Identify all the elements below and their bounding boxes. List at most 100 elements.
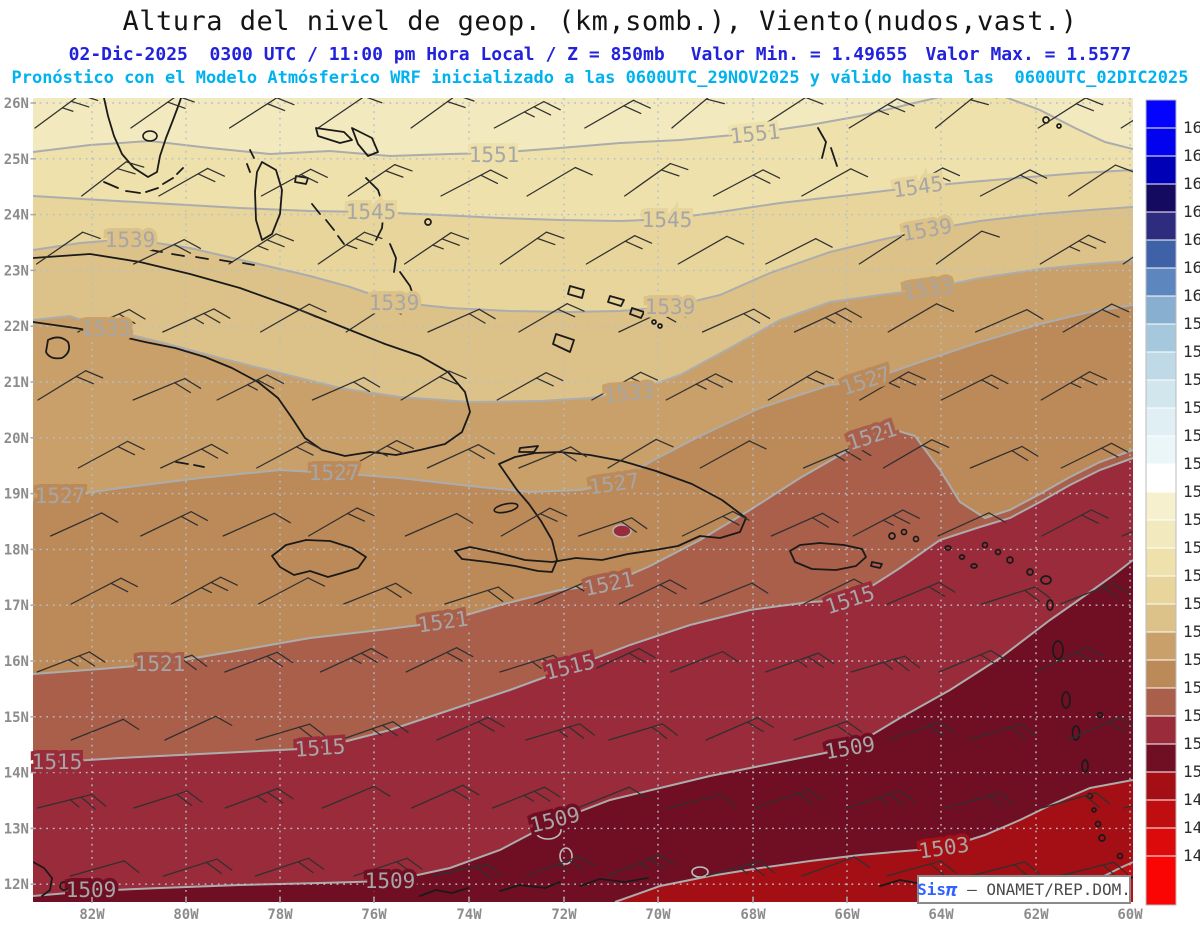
wind-barb (1035, 646, 1104, 673)
wind-barb (34, 98, 99, 129)
sispi-logo-text: Sis (917, 880, 947, 899)
colorbar-cell (1145, 715, 1177, 745)
wind-barb (882, 439, 950, 469)
wind-barb (801, 168, 869, 197)
wind-barb (140, 511, 208, 537)
wind-barb (618, 579, 687, 605)
lat-label-23N: 23N (4, 263, 29, 279)
wind-barb (940, 374, 1009, 401)
wind-barb (754, 788, 824, 809)
colorbar-value-1599: 1599 (1183, 314, 1200, 333)
colorbar-value-1545: 1545 (1183, 566, 1200, 585)
contour-line-1539 (33, 206, 1133, 314)
wind-barb (81, 161, 145, 197)
lat-label-20N: 20N (4, 431, 29, 447)
island (1046, 599, 1054, 611)
contour-label-1551: 1551 (469, 143, 520, 167)
wind-barb (319, 647, 388, 673)
wind-barb (432, 863, 502, 880)
wind-barb (533, 581, 603, 605)
colorbar-value-1593: 1593 (1183, 342, 1200, 361)
contour-line-1521 (33, 428, 1133, 675)
island (651, 319, 657, 325)
wind-barb (339, 721, 409, 741)
wind-barb (852, 509, 920, 537)
island (1026, 568, 1034, 576)
lon-label-72W: 72W (551, 907, 577, 923)
colorbar-cell (1145, 127, 1177, 157)
band-1533 (33, 207, 1133, 402)
wind-barb (608, 723, 678, 741)
closed-contour-ring (559, 847, 573, 865)
wind-barb (584, 99, 651, 129)
wind-barb (164, 715, 233, 741)
island (944, 545, 952, 551)
wind-barb (37, 370, 104, 401)
wind-barb (499, 654, 569, 673)
wind-barb (259, 303, 327, 333)
wind-barb (257, 577, 326, 605)
colorbar-cell (1145, 575, 1177, 605)
colorbar-cell (1145, 295, 1177, 325)
wind-barb (133, 239, 201, 265)
coastline (399, 271, 415, 299)
coastline (351, 127, 379, 157)
value-min: Valor Min. = 1.49655 (690, 44, 908, 65)
wind-barb (886, 860, 956, 877)
contour-label-1509: 1509 (365, 869, 416, 893)
lat-label-24N: 24N (4, 208, 29, 224)
lat-label-14N: 14N (4, 766, 29, 782)
lat-label-22N: 22N (4, 319, 29, 335)
lat-label-18N: 18N (4, 542, 29, 558)
wind-barb (606, 854, 676, 877)
colorbar-value-1587: 1587 (1183, 370, 1200, 389)
wind-barb (49, 512, 119, 537)
colorbar-value-1539: 1539 (1183, 594, 1200, 613)
coastline (33, 861, 53, 897)
wind-barb (77, 440, 145, 469)
colorbar-cell (1145, 323, 1177, 353)
wind-barb (130, 98, 195, 129)
colorbar-value-1533: 1533 (1183, 622, 1200, 641)
colorbar-value-1485: 1485 (1183, 846, 1200, 865)
colorbar-value-1521: 1521 (1183, 678, 1200, 697)
contour-label-1521: 1521 (416, 607, 469, 638)
lon-label-80W: 80W (173, 907, 199, 923)
lat-label-15N: 15N (4, 710, 29, 726)
coastline (254, 161, 283, 241)
wind-barb (224, 787, 294, 809)
wind-barb (1040, 371, 1108, 401)
wind-barb (518, 446, 587, 469)
colorbar-value-1557: 1557 (1183, 510, 1200, 529)
wind-barb (403, 232, 469, 265)
wind-barb (793, 307, 863, 333)
wind-barb (317, 231, 383, 265)
colorbar-value-1617: 1617 (1183, 230, 1200, 249)
colorbar-cell (1145, 743, 1177, 773)
wind-barb (1060, 582, 1130, 605)
contour-label-1515: 1515 (294, 734, 346, 761)
wind-barb (345, 300, 411, 333)
wind-barb (256, 441, 324, 469)
wind-barb (491, 786, 561, 809)
wind-barb (343, 582, 412, 605)
coastline (149, 249, 255, 266)
wind-barb (969, 445, 1039, 469)
colorbar-cell (1145, 519, 1177, 549)
contour-label-1539: 1539 (369, 291, 420, 315)
colorbar-value-1623: 1623 (1183, 202, 1200, 221)
wind-barb (1037, 98, 1104, 129)
wind-barb (944, 792, 1015, 809)
wind-barb (410, 784, 480, 809)
colorbar-value-1497: 1497 (1183, 790, 1200, 809)
colorbar-value-1491: 1491 (1183, 818, 1200, 837)
wind-barb (576, 786, 646, 809)
colorbar-value-1581: 1581 (1183, 398, 1200, 417)
wind-barb (585, 235, 653, 265)
coastline (103, 167, 184, 194)
page-title: Altura del nivel de geop. (km,somb.), Vi… (122, 6, 1078, 37)
wind-barb (893, 167, 961, 197)
wind-barb (353, 857, 423, 877)
wind-barb (347, 163, 413, 197)
